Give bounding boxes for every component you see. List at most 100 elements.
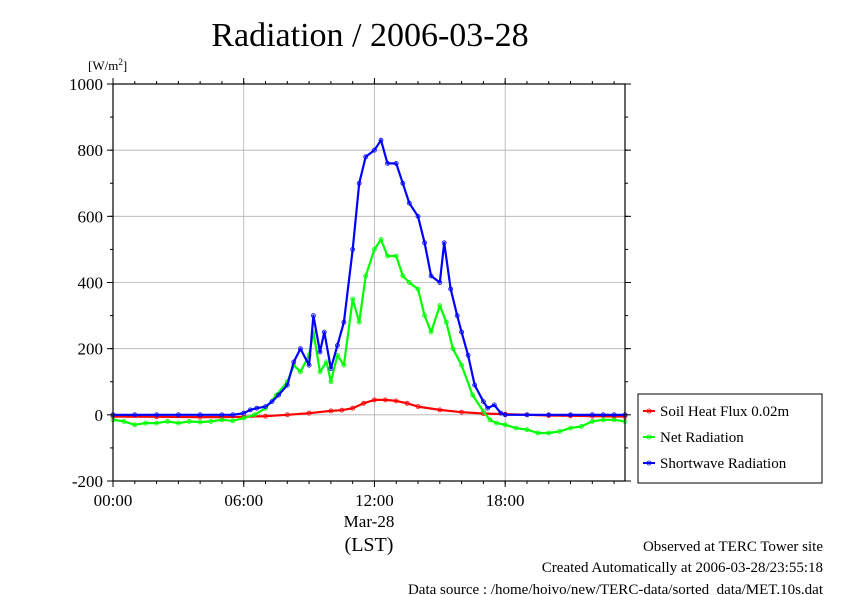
data-point-shortwave-radiation (459, 329, 465, 335)
data-point-soil-heat-flux-0-02m (404, 400, 410, 406)
y-axis-unit: [W/m2] (88, 57, 127, 73)
data-point-shortwave-radiation (600, 412, 606, 418)
data-point-shortwave-radiation (154, 412, 160, 418)
data-point-net-radiation (557, 428, 562, 434)
data-point-net-radiation (219, 417, 225, 423)
data-point-net-radiation (230, 418, 236, 424)
data-point-soil-heat-flux-0-02m (459, 409, 465, 415)
data-point-net-radiation (252, 412, 258, 418)
data-point-net-radiation (480, 409, 486, 414)
data-point-shortwave-radiation (219, 412, 225, 418)
data-point-shortwave-radiation (448, 286, 454, 292)
legend-label-net-radiation: Net Radiation (660, 430, 744, 446)
data-point-net-radiation (568, 425, 573, 431)
legend-marker-shortwave-radiation (646, 460, 652, 466)
data-point-net-radiation (186, 418, 192, 424)
data-point-shortwave-radiation (276, 392, 282, 398)
data-point-net-radiation (356, 319, 362, 325)
legend: Soil Heat Flux 0.02m Net Radiation Shortwa… (637, 393, 823, 484)
data-point-net-radiation (415, 286, 421, 292)
legend-label-soil-heat-flux-0-02m: Soil Heat Flux 0.02m (660, 404, 790, 420)
data-point-shortwave-radiation (502, 412, 508, 418)
data-point-shortwave-radiation (437, 280, 443, 285)
data-point-net-radiation (611, 417, 617, 423)
data-point-shortwave-radiation (480, 399, 486, 405)
data-point-shortwave-radiation (306, 362, 312, 368)
data-point-shortwave-radiation (498, 410, 504, 416)
y-tick-label: 800 (78, 141, 104, 160)
data-point-net-radiation (422, 313, 428, 319)
footer-site: Observed at TERC Tower site (643, 539, 823, 555)
data-point-net-radiation (406, 280, 412, 285)
x-tick-label: 12:00 (355, 491, 394, 510)
data-point-net-radiation (502, 422, 508, 428)
data-point-net-radiation (143, 420, 149, 426)
data-point-shortwave-radiation (350, 246, 356, 252)
data-point-net-radiation (165, 418, 170, 424)
data-point-shortwave-radiation (254, 405, 260, 411)
data-point-net-radiation (579, 423, 584, 429)
data-point-soil-heat-flux-0-02m (263, 413, 268, 419)
data-point-shortwave-radiation (371, 147, 377, 153)
data-point-net-radiation (600, 417, 606, 423)
data-point-soil-heat-flux-0-02m (328, 408, 334, 414)
data-point-net-radiation (132, 422, 138, 428)
data-point-soil-heat-flux-0-02m (393, 398, 399, 404)
data-point-shortwave-radiation (247, 407, 253, 413)
data-point-net-radiation (197, 419, 203, 425)
y-tick-label: 0 (95, 406, 104, 425)
y-tick-label: 400 (78, 274, 104, 293)
data-point-soil-heat-flux-0-02m (350, 405, 356, 411)
data-point-shortwave-radiation (485, 405, 491, 411)
data-point-shortwave-radiation (491, 402, 497, 408)
data-point-shortwave-radiation (328, 366, 334, 371)
data-point-net-radiation (535, 430, 541, 436)
data-point-net-radiation (363, 273, 369, 279)
data-point-net-radiation (208, 418, 214, 424)
data-point-net-radiation (459, 362, 465, 368)
data-point-shortwave-radiation (197, 412, 203, 418)
data-point-shortwave-radiation (472, 382, 478, 388)
data-point-net-radiation (317, 369, 323, 375)
data-point-soil-heat-flux-0-02m (415, 404, 421, 410)
data-point-shortwave-radiation (546, 412, 552, 418)
date-label: Mar-28 (344, 512, 395, 531)
data-point-soil-heat-flux-0-02m (382, 397, 388, 403)
data-point-net-radiation (437, 303, 443, 309)
data-point-net-radiation (450, 346, 456, 352)
data-point-shortwave-radiation (291, 359, 297, 365)
data-point-net-radiation (524, 427, 530, 433)
data-point-shortwave-radiation (132, 412, 138, 418)
data-point-shortwave-radiation (284, 382, 290, 388)
chart-title: Radiation / 2006-03-28 (211, 17, 528, 54)
x-tick-label: 18:00 (486, 491, 525, 510)
data-point-shortwave-radiation (385, 160, 390, 166)
data-point-shortwave-radiation (269, 399, 275, 405)
data-point-shortwave-radiation (393, 160, 399, 166)
legend-marker-net-radiation (646, 434, 652, 440)
footer-created: Created Automatically at 2006-03-28/23:5… (542, 560, 823, 576)
data-point-shortwave-radiation (611, 412, 617, 418)
data-point-net-radiation (241, 415, 247, 421)
data-point-net-radiation (385, 253, 390, 259)
data-point-shortwave-radiation (175, 412, 181, 418)
data-point-net-radiation (371, 246, 377, 252)
data-point-shortwave-radiation (317, 349, 323, 355)
series-soil-heat-flux-0-02m (110, 397, 628, 420)
data-point-net-radiation (428, 329, 434, 335)
data-point-net-radiation (470, 392, 475, 398)
x-tick-label: 00:00 (94, 491, 133, 510)
data-point-soil-heat-flux-0-02m (361, 400, 367, 406)
data-point-shortwave-radiation (428, 273, 434, 279)
y-tick-label: 200 (78, 340, 104, 359)
data-point-net-radiation (328, 379, 334, 385)
data-point-shortwave-radiation (230, 412, 236, 418)
data-point-shortwave-radiation (363, 154, 369, 160)
data-point-shortwave-radiation (589, 412, 595, 418)
data-point-shortwave-radiation (321, 329, 327, 335)
series-layer (110, 137, 628, 436)
data-point-shortwave-radiation (263, 404, 268, 410)
data-point-net-radiation (154, 420, 160, 426)
legend-label-shortwave-radiation: Shortwave Radiation (660, 456, 787, 472)
